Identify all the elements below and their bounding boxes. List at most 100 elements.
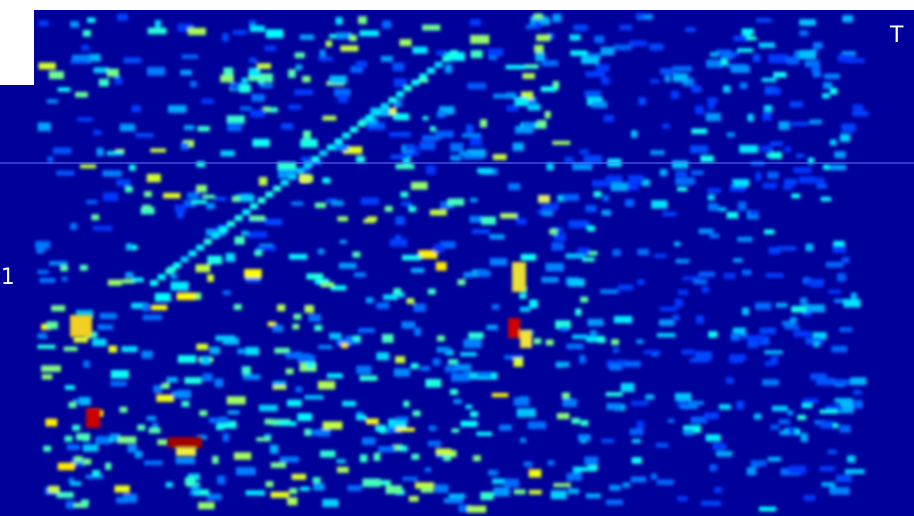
heatmap-cell	[770, 356, 778, 365]
heatmap-cell	[477, 167, 493, 174]
heatmap-cell	[154, 292, 171, 302]
heatmap-cell	[318, 56, 333, 62]
heatmap-cell	[801, 403, 813, 408]
heatmap-cell	[439, 241, 456, 249]
heatmap-cell	[392, 444, 403, 452]
heatmap-cell	[602, 194, 610, 202]
heatmap-cell	[91, 214, 100, 221]
heatmap-cell	[723, 51, 734, 60]
heatmap-cell	[658, 319, 675, 326]
heatmap-cell	[545, 262, 564, 272]
heatmap-cell	[842, 15, 854, 23]
heatmap-cell	[114, 76, 123, 85]
heatmap-cell	[287, 497, 298, 506]
heatmap-cell	[334, 88, 351, 97]
heatmap-cell	[450, 50, 458, 56]
heatmap-cell	[264, 433, 272, 439]
heatmap-cell	[719, 404, 731, 410]
heatmap-cell	[795, 153, 805, 158]
heatmap-cell	[448, 359, 459, 365]
heatmap-cell	[81, 44, 90, 51]
heatmap-cell	[418, 78, 429, 83]
heatmap-cell	[741, 334, 750, 339]
heatmap-cell	[99, 324, 114, 330]
heatmap-cell	[37, 333, 48, 339]
heatmap-cell	[245, 490, 266, 496]
heatmap-cell	[682, 77, 695, 87]
heatmap-cell	[761, 77, 777, 82]
heatmap-cell	[285, 352, 298, 359]
heatmap-cell	[721, 57, 728, 66]
heatmap-cell	[733, 179, 750, 187]
heatmap-cell	[572, 466, 581, 474]
heatmap-cell	[304, 395, 324, 400]
heatmap-cell	[365, 418, 379, 425]
heatmap-cell	[839, 425, 851, 433]
heatmap-cell	[68, 477, 75, 484]
heatmap-cell	[187, 27, 206, 36]
heatmap-cell	[191, 200, 207, 205]
heatmap-cell	[829, 485, 837, 494]
heatmap-cell	[489, 234, 505, 240]
heatmap-cell	[45, 418, 58, 427]
heatmap-cell	[425, 378, 442, 388]
heatmap-cell	[564, 156, 574, 163]
heatmap-cell	[41, 374, 53, 380]
heatmap-cell	[551, 227, 564, 233]
heatmap-cell	[248, 67, 261, 76]
heatmap-cell	[43, 445, 52, 452]
heatmap-cell	[408, 495, 419, 502]
heatmap-cell	[723, 85, 731, 93]
heatmap-cell	[288, 104, 302, 110]
heatmap-cell	[365, 114, 374, 121]
heatmap-cell	[758, 42, 776, 48]
heatmap-cell	[242, 374, 261, 380]
heatmap-cell	[177, 355, 197, 364]
heatmap-cell	[708, 331, 718, 338]
heatmap-cell	[541, 60, 559, 67]
heatmap-cell	[359, 30, 380, 37]
heatmap-cell	[421, 135, 441, 141]
heatmap-cell	[799, 50, 817, 59]
heatmap-cell	[157, 274, 166, 281]
heatmap-cell	[191, 483, 200, 493]
heatmap-cell	[705, 112, 721, 122]
heatmap-cell	[102, 170, 122, 177]
heatmap-cell	[820, 196, 832, 202]
heatmap-cell	[846, 58, 865, 63]
heatmap-cell	[103, 192, 119, 202]
heatmap-cell	[401, 321, 416, 329]
heatmap-cell	[612, 348, 620, 353]
heatmap-cell	[382, 427, 402, 434]
heatmap-cell	[572, 162, 593, 171]
hot-spot	[70, 315, 92, 337]
heatmap-cell	[822, 93, 830, 99]
heatmap-cell	[280, 179, 289, 186]
heatmap-cell	[450, 142, 464, 152]
heatmap-cell	[302, 354, 316, 363]
heatmap-cell	[519, 293, 527, 299]
heatmap-cell	[592, 179, 610, 188]
heatmap-cell	[131, 302, 149, 309]
heatmap-cell	[709, 52, 719, 57]
heatmap-cell	[300, 138, 318, 148]
heatmap-cell	[435, 448, 452, 456]
heatmap-cell	[180, 69, 193, 76]
heatmap-cell	[256, 437, 271, 442]
heatmap-cell	[75, 91, 88, 98]
heatmap-cell	[850, 377, 867, 386]
heatmap-cell	[791, 193, 801, 199]
heatmap-cell	[512, 142, 525, 152]
heatmap-cell	[219, 226, 228, 233]
heatmap-cell	[419, 73, 428, 80]
heatmap-cell	[578, 434, 591, 442]
heatmap-cell	[151, 304, 168, 311]
heatmap-cell	[241, 366, 251, 375]
heatmap-cell	[356, 155, 365, 163]
hot-spot	[176, 448, 196, 456]
heatmap-cell	[336, 459, 346, 464]
heatmap-cell	[629, 40, 648, 47]
heatmap-cell	[206, 202, 216, 210]
heatmap-cell	[568, 220, 589, 229]
heatmap-cell	[129, 164, 136, 171]
